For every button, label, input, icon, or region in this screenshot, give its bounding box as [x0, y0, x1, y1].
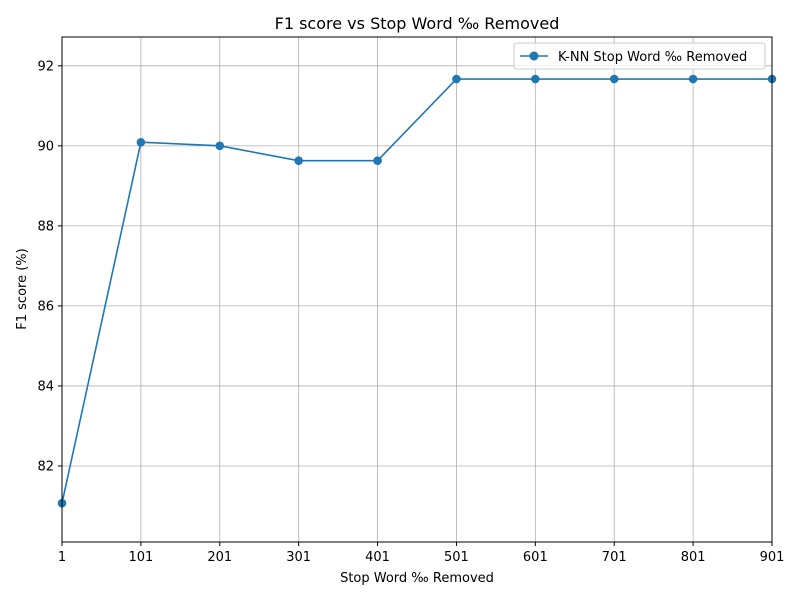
legend-point-marker: [529, 51, 539, 61]
y-tick-label: 82: [37, 459, 54, 474]
x-tick-label: 1: [58, 550, 66, 565]
axes-frame: [61, 36, 773, 543]
x-tick-label: 701: [602, 550, 627, 565]
chart-title: F1 score vs Stop Word ‰ Removed: [275, 14, 560, 33]
data-point: [215, 141, 225, 151]
x-tick-label: 101: [128, 550, 153, 565]
y-tick-label: 84: [37, 379, 54, 394]
x-tick-label: 601: [523, 550, 548, 565]
y-tick-label: 90: [37, 139, 54, 154]
data-point: [531, 74, 540, 84]
series-layer: [57, 74, 777, 508]
legend: K-NN Stop Word ‰ Removed: [513, 42, 766, 70]
x-tick-label: 501: [444, 550, 469, 565]
data-point: [373, 156, 382, 165]
x-tick-label: 201: [207, 550, 232, 565]
grid-lines: [61, 37, 773, 542]
y-axis-label: F1 score (%): [15, 248, 30, 329]
data-point: [688, 74, 698, 84]
x-axis-label: Stop Word ‰ Removed: [340, 571, 494, 586]
series-line: [61, 78, 772, 504]
data-point: [452, 74, 461, 84]
y-axis-ticks: 82 84 86 88 90 92: [37, 59, 62, 474]
x-tick-label: 401: [365, 550, 390, 565]
x-tick-label: 301: [286, 550, 311, 565]
x-tick-label: 901: [760, 550, 785, 565]
legend-label: K-NN Stop Word ‰ Removed: [558, 50, 747, 65]
y-tick-label: 88: [37, 219, 54, 234]
x-axis-ticks: 1 101 201 301 401 501 601 701 801 901: [58, 542, 785, 565]
data-point: [294, 156, 303, 165]
legend-box: [513, 42, 766, 70]
y-tick-label: 86: [37, 299, 54, 314]
data-point: [136, 137, 146, 147]
x-tick-label: 801: [681, 550, 706, 565]
data-point: [609, 74, 619, 84]
y-tick-label: 92: [37, 59, 54, 74]
